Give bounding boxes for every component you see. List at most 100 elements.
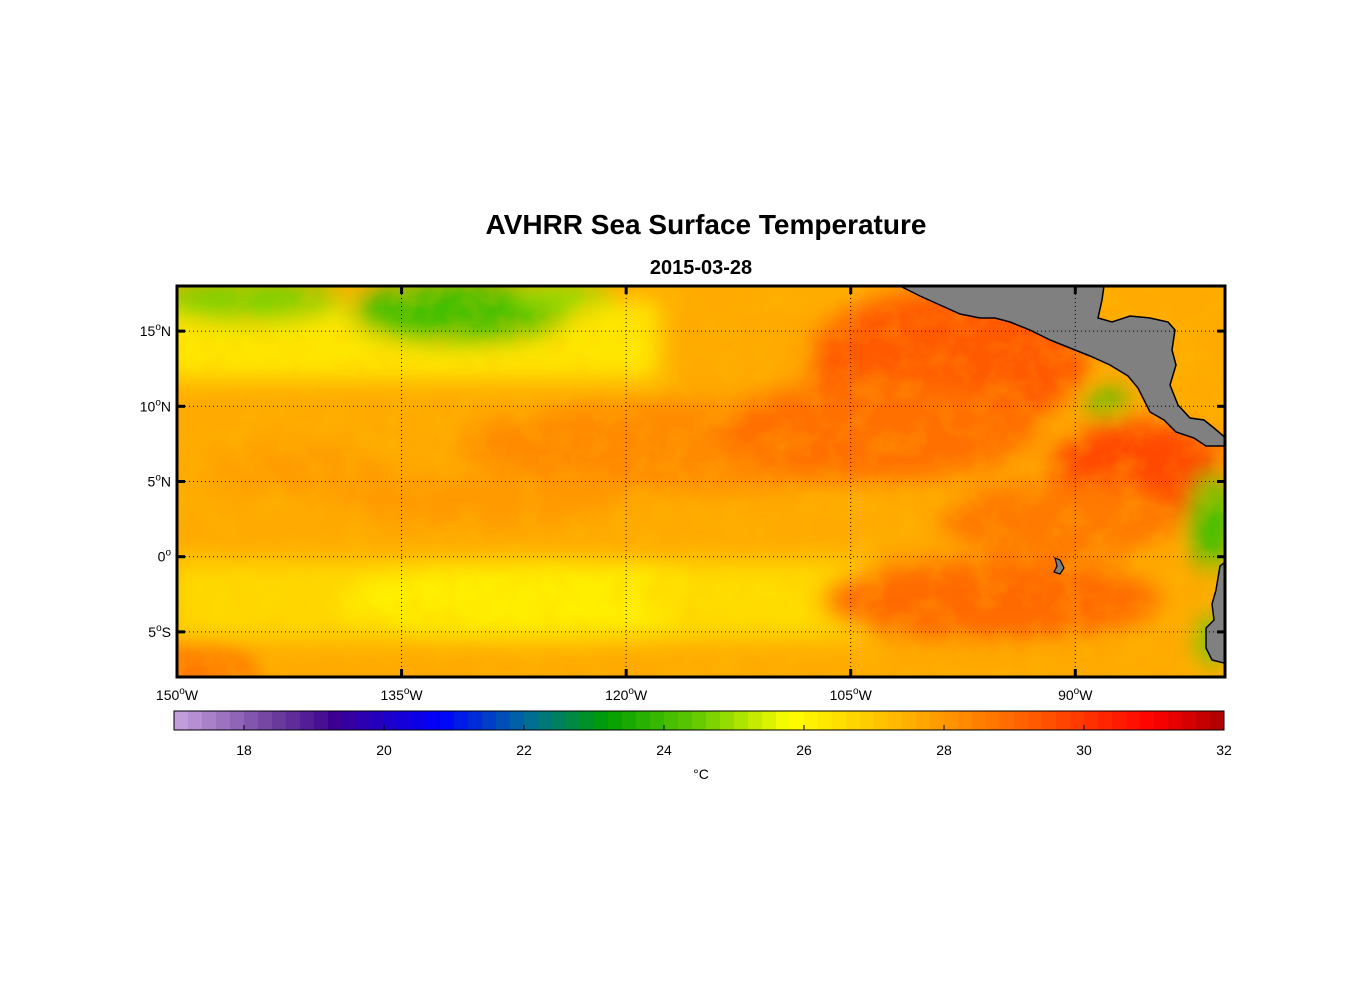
lat-tick-number: 0	[158, 549, 166, 565]
lat-tick-hemisphere: N	[161, 474, 171, 490]
degree-sign: o	[155, 473, 161, 484]
colorbar-swatch	[636, 711, 651, 730]
lat-tick-label: 15oN	[140, 322, 171, 339]
lat-tick-hemisphere: N	[161, 323, 171, 339]
colorbar-swatch	[986, 711, 1001, 730]
lat-tick-label: 5oS	[148, 623, 171, 640]
lat-tick-hemisphere: S	[162, 624, 171, 640]
colorbar-swatch	[608, 711, 623, 730]
lon-tick-label: 135oW	[381, 686, 424, 703]
degree-sign: o	[1074, 686, 1080, 697]
colorbar-swatch	[1182, 711, 1197, 730]
colorbar-swatch	[566, 711, 581, 730]
colorbar-swatch	[874, 711, 889, 730]
lon-tick-number: 150	[156, 687, 180, 703]
colorbar-swatch	[958, 711, 973, 730]
lon-tick-hemisphere: W	[1079, 687, 1093, 703]
degree-sign: o	[155, 322, 161, 333]
colorbar-unit-label: °C	[693, 766, 709, 782]
lon-tick-number: 90	[1058, 687, 1074, 703]
lon-tick-hemisphere: W	[185, 687, 199, 703]
colorbar-tick-label: 30	[1076, 742, 1092, 758]
colorbar-tick-label: 24	[656, 742, 672, 758]
degree-sign: o	[853, 686, 859, 697]
colorbar-swatch	[412, 711, 427, 730]
colorbar-swatch	[734, 711, 749, 730]
south-america-land	[1205, 561, 1225, 665]
lon-tick-hemisphere: W	[634, 687, 648, 703]
sst-field	[177, 286, 1225, 677]
colorbar-swatch	[1112, 711, 1127, 730]
colorbar-swatch	[1098, 711, 1113, 730]
degree-sign: o	[156, 623, 162, 634]
lat-tick-label: 10oN	[140, 397, 171, 414]
map-subtitle: 2015-03-28	[650, 257, 752, 279]
colorbar-swatch	[622, 711, 637, 730]
map-title: AVHRR Sea Surface Temperature	[486, 209, 927, 240]
colorbar-swatch	[846, 711, 861, 730]
colorbar-swatch	[706, 711, 721, 730]
colorbar-swatch	[832, 711, 847, 730]
colorbar-swatch	[1154, 711, 1169, 730]
colorbar-swatch	[174, 711, 189, 730]
colorbar-swatch	[202, 711, 217, 730]
colorbar-swatch	[1070, 711, 1085, 730]
colorbar-swatch	[482, 711, 497, 730]
colorbar-swatch	[762, 711, 777, 730]
colorbar-swatch	[286, 711, 301, 730]
lat-tick-label: 5oN	[148, 473, 171, 490]
colorbar-swatch	[1126, 711, 1141, 730]
colorbar-swatch	[398, 711, 413, 730]
colorbar-swatch	[650, 711, 665, 730]
colorbar-tick-label: 28	[936, 742, 952, 758]
colorbar-swatch	[370, 711, 385, 730]
degree-sign: o	[165, 548, 171, 559]
colorbar-swatch	[790, 711, 805, 730]
colorbar-swatch	[188, 711, 203, 730]
colorbar-swatch	[944, 711, 959, 730]
colorbar-swatch	[552, 711, 567, 730]
colorbar-swatch	[678, 711, 693, 730]
colorbar-swatch	[930, 711, 945, 730]
lon-tick-number: 135	[381, 687, 405, 703]
colorbar-swatch	[1196, 711, 1211, 730]
graticule	[176, 286, 1225, 677]
colorbar-swatch	[748, 711, 763, 730]
lat-tick-number: 5	[148, 474, 156, 490]
colorbar-swatch	[258, 711, 273, 730]
colorbar-swatch	[818, 711, 833, 730]
colorbar-swatch	[1000, 711, 1015, 730]
colorbar-swatch	[468, 711, 483, 730]
colorbar-swatch	[902, 711, 917, 730]
colorbar-swatch	[426, 711, 441, 730]
colorbar-swatch	[328, 711, 343, 730]
colorbar-tick-label: 18	[236, 742, 252, 758]
colorbar-swatch	[342, 711, 357, 730]
colorbar-swatch	[1056, 711, 1071, 730]
colorbar-swatch	[1084, 711, 1099, 730]
lon-tick-label: 150oW	[156, 686, 199, 703]
colorbar-swatch	[216, 711, 231, 730]
colorbar-tick-label: 32	[1216, 742, 1232, 758]
galapagos-land	[1053, 557, 1065, 575]
colorbar-swatch	[440, 711, 455, 730]
colorbar-swatch	[384, 711, 399, 730]
colorbar-swatch	[454, 711, 469, 730]
degree-sign: o	[628, 686, 634, 697]
colorbar-swatch	[1028, 711, 1043, 730]
lat-tick-label: 0o	[158, 548, 172, 565]
colorbar: 18 20 22 24 26 28 30 32	[173, 710, 1232, 758]
colorbar-swatch	[244, 711, 259, 730]
colorbar-swatch	[524, 711, 539, 730]
colorbar-swatch	[888, 711, 903, 730]
colorbar-swatch	[692, 711, 707, 730]
lon-tick-number: 120	[605, 687, 629, 703]
colorbar-swatch	[272, 711, 287, 730]
colorbar-swatch	[720, 711, 735, 730]
colorbar-swatch	[1042, 711, 1057, 730]
colorbar-swatch	[300, 711, 315, 730]
degree-sign: o	[155, 397, 161, 408]
lon-tick-label: 105oW	[830, 686, 873, 703]
